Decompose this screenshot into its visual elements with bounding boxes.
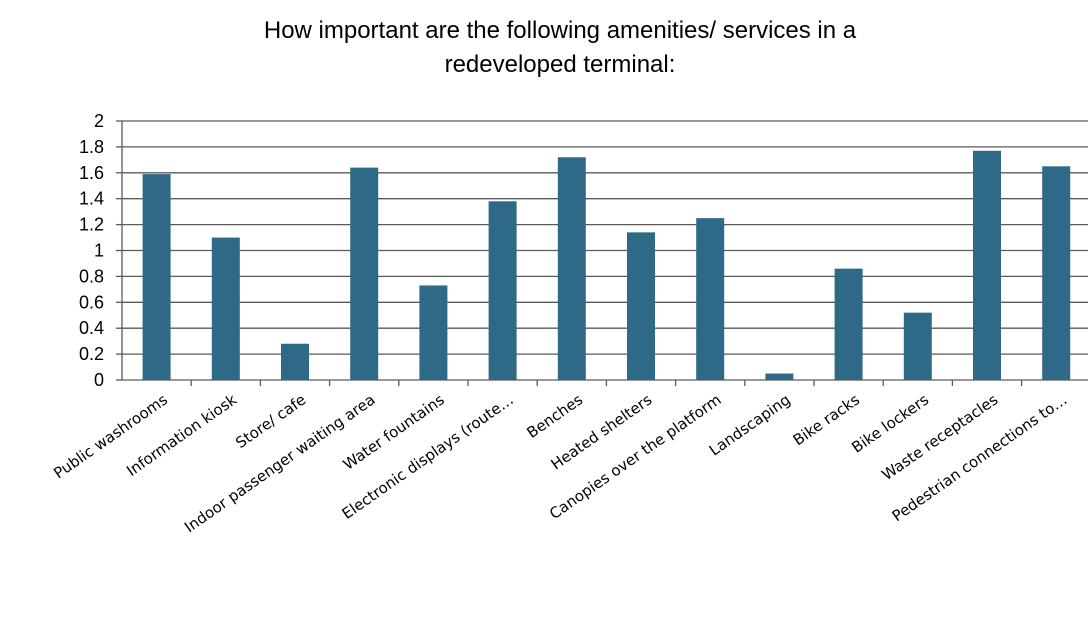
bar	[627, 232, 655, 380]
bar	[903, 312, 932, 380]
chart-title: How important are the following amenitie…	[100, 14, 1020, 82]
y-tick-label: 1.2	[79, 215, 104, 235]
bar	[350, 167, 379, 380]
bar	[765, 373, 794, 380]
y-tick-label: 0.4	[79, 318, 104, 338]
bar	[696, 218, 725, 380]
y-tick-label: 1.6	[79, 163, 104, 183]
bar	[142, 174, 171, 380]
x-category-label: Public washrooms	[50, 390, 171, 482]
y-tick-label: 0.6	[79, 292, 104, 312]
bar	[834, 268, 863, 380]
y-tick-label: 0	[94, 370, 104, 390]
x-category-label: Waste receptacles	[878, 390, 1001, 484]
y-tick-label: 2	[94, 111, 104, 131]
y-tick-label: 1	[94, 241, 104, 261]
bar	[488, 201, 517, 380]
bar	[557, 157, 586, 380]
y-tick-label: 0.8	[79, 266, 104, 286]
y-tick-label: 1.8	[79, 137, 104, 157]
y-tick-label: 1.4	[79, 189, 104, 209]
bar	[211, 237, 240, 380]
bar	[1042, 166, 1071, 380]
bar	[419, 285, 448, 380]
chart-title-line-2: redeveloped terminal:	[444, 51, 676, 78]
bar	[973, 150, 1001, 380]
x-category-label: Benches	[523, 390, 586, 441]
chart-title-line-1: How important are the following amenitie…	[263, 17, 857, 44]
bar	[281, 343, 309, 380]
y-tick-label: 0.2	[79, 344, 104, 364]
